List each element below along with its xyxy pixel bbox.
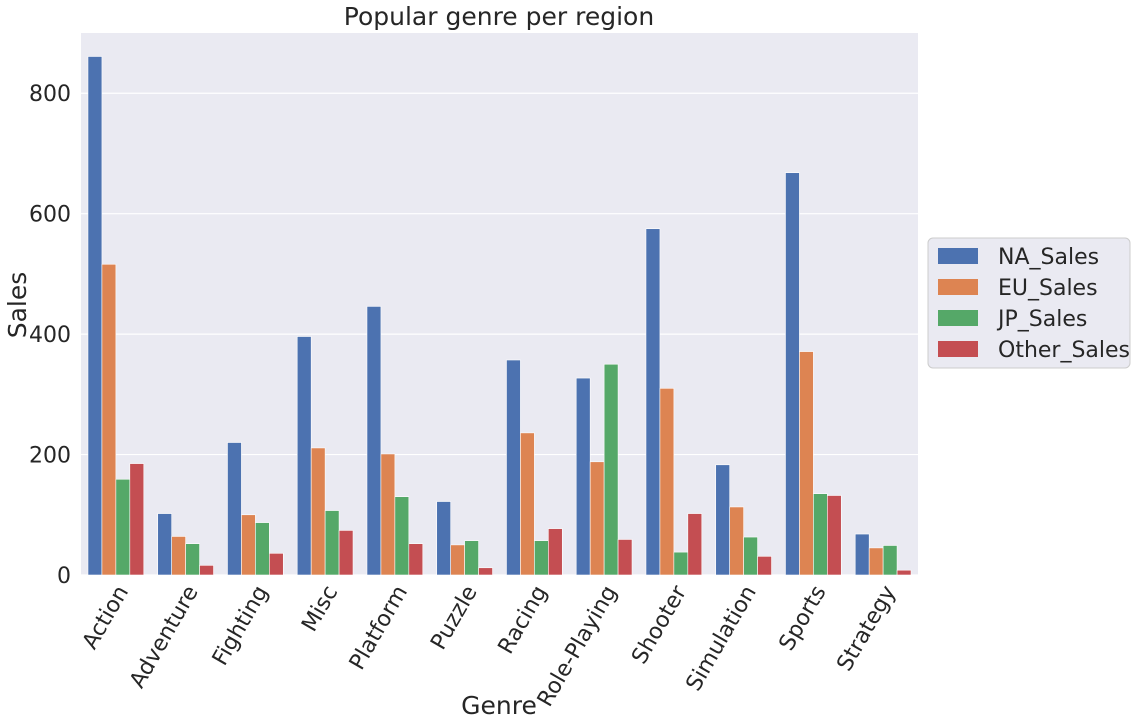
legend-label: EU_Sales (998, 276, 1098, 301)
y-tick-label: 0 (57, 564, 71, 589)
y-tick-label: 200 (29, 444, 71, 469)
bar-na-sales-puzzle (436, 501, 451, 576)
bar-other-sales-simulation (757, 556, 772, 576)
bar-eu-sales-fighting (241, 514, 256, 576)
bar-eu-sales-sports (799, 351, 814, 576)
bar-jp-sales-sports (813, 493, 828, 576)
bar-eu-sales-misc (310, 447, 326, 576)
bar-other-sales-racing (548, 528, 563, 576)
legend-label: Other_Sales (998, 338, 1130, 363)
y-axis-title: Sales (3, 272, 32, 339)
x-tick-label: Adventure (125, 582, 204, 693)
bar-na-sales-adventure (157, 513, 172, 576)
chart-title: Popular genre per region (344, 2, 654, 31)
legend-label: NA_Sales (998, 245, 1099, 270)
x-tick-label: Shooter (627, 581, 692, 669)
x-tick-label: Simulation (682, 582, 762, 696)
x-axis-title: Genre (461, 691, 537, 720)
bar-eu-sales-action (101, 263, 117, 576)
bar-jp-sales-misc (324, 510, 340, 576)
legend-swatch-other-sales (938, 341, 978, 357)
x-tick-label: Action (78, 582, 134, 654)
bar-na-sales-role-playing (575, 377, 591, 576)
legend: NA_Sales EU_Sales JP_Sales Other_Sales (927, 237, 1131, 369)
y-tick-label: 600 (29, 203, 71, 228)
x-tick-label: Strategy (832, 582, 901, 676)
x-tick-label: Fighting (208, 582, 274, 670)
y-tick-label: 800 (29, 82, 71, 107)
x-tick-label: Racing (494, 582, 553, 659)
legend-label: JP_Sales (996, 307, 1087, 332)
bar-eu-sales-platform (380, 453, 396, 576)
y-tick-label: 400 (29, 323, 71, 348)
bar-jp-sales-racing (534, 540, 549, 576)
x-tick-label: Misc (297, 582, 343, 637)
bar-eu-sales-racing (520, 432, 535, 576)
bar-jp-sales-simulation (743, 536, 758, 576)
plot-area (81, 33, 918, 575)
bar-other-sales-sports (827, 495, 842, 576)
bar-na-sales-racing (506, 359, 521, 576)
legend-swatch-jp-sales (938, 310, 978, 326)
bar-eu-sales-strategy (868, 547, 884, 576)
bar-na-sales-action (87, 56, 103, 576)
bar-na-sales-shooter (645, 228, 661, 576)
bar-jp-sales-fighting (255, 522, 270, 576)
bar-jp-sales-puzzle (464, 540, 479, 576)
bar-other-sales-platform (408, 543, 424, 576)
legend-swatch-eu-sales (938, 279, 978, 295)
bar-jp-sales-shooter (673, 551, 689, 576)
bar-other-sales-role-playing (617, 539, 633, 576)
bar-eu-sales-simulation (729, 506, 744, 576)
bar-na-sales-strategy (854, 533, 870, 576)
legend-frame (927, 237, 1131, 369)
bar-jp-sales-platform (394, 496, 410, 576)
bars (87, 56, 912, 576)
bar-other-sales-fighting (269, 553, 284, 576)
bar-jp-sales-role-playing (603, 363, 619, 576)
bar-other-sales-strategy (896, 569, 912, 576)
bar-na-sales-sports (785, 172, 800, 576)
bar-eu-sales-adventure (171, 536, 186, 576)
bar-eu-sales-role-playing (589, 461, 605, 576)
bar-jp-sales-adventure (185, 543, 200, 576)
bar-other-sales-action (129, 463, 145, 576)
bar-jp-sales-strategy (882, 545, 898, 576)
bar-na-sales-simulation (715, 464, 730, 576)
x-tick-label: Puzzle (426, 582, 482, 655)
bar-eu-sales-puzzle (450, 544, 465, 576)
bar-other-sales-misc (338, 530, 354, 576)
bar-other-sales-shooter (687, 513, 703, 576)
y-tick-labels: 0 200 400 600 800 (29, 82, 71, 589)
x-tick-label: Sports (775, 582, 832, 656)
bar-na-sales-platform (366, 306, 382, 576)
bar-na-sales-misc (296, 336, 312, 576)
gridlines (81, 92, 918, 576)
bar-other-sales-adventure (199, 565, 214, 576)
bar-na-sales-fighting (227, 442, 242, 576)
bar-eu-sales-shooter (659, 388, 675, 576)
bar-jp-sales-action (115, 478, 131, 576)
bar-other-sales-puzzle (478, 567, 493, 576)
x-tick-label: Platform (345, 582, 413, 675)
legend-swatch-na-sales (938, 248, 978, 264)
